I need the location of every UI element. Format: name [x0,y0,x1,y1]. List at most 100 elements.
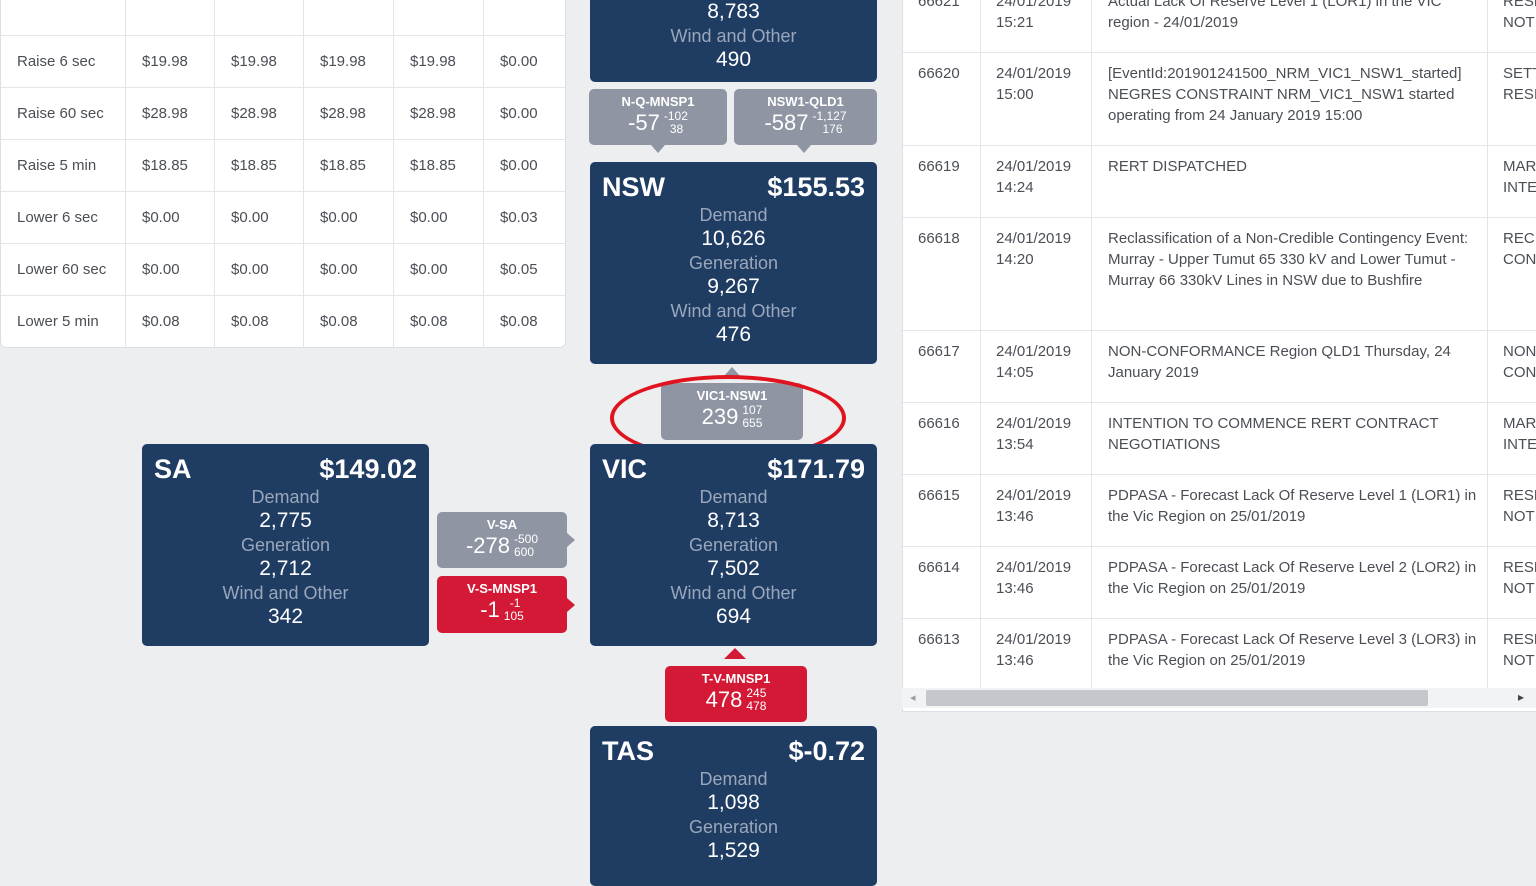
table-row[interactable]: 66619 24/01/2019 14:24 RERT DISPATCHED MA… [903,146,1536,218]
price-cell: $0.08 [500,313,538,330]
interconnector-upper-limit: -1,127 [812,109,847,123]
notice-datetime: 24/01/2019 14:05 [981,331,1092,402]
interconnector-t-v-mnsp1[interactable]: T-V-MNSP1 478 245 478 [665,666,807,722]
generation-label: Generation [240,535,331,555]
notice-id: 66619 [903,146,981,217]
notice-type-line: RESE [1503,0,1536,10]
horizontal-scrollbar[interactable]: ◂ ▸ [902,688,1536,708]
demand-label: Demand [699,487,768,507]
region-sa[interactable]: SA $149.02 Demand 2,775 Generation 2,712… [142,444,429,646]
price-cell: $19.98 [215,36,304,87]
table-row[interactable]: 66620 24/01/2019 15:00 [EventId:201901241… [903,53,1536,146]
notice-text[interactable]: RERT DISPATCHED [1092,146,1488,217]
notice-text[interactable]: NON-CONFORMANCE Region QLD1 Thursday, 24… [1092,331,1488,402]
notice-type-line: RESI [1503,86,1536,103]
demand-value: 8,713 [707,509,760,532]
interconnector-flow: -57 [628,110,660,135]
flow-arrow-down-icon [797,145,811,153]
scrollbar-thumb[interactable] [926,690,1428,706]
interconnector-lower-limit: 176 [822,122,843,136]
price-cell: $18.85 [215,140,304,191]
notice-date: 24/01/2019 [996,158,1072,175]
table-row[interactable]: 66615 24/01/2019 13:46 PDPASA - Forecast … [903,475,1536,547]
region-nsw[interactable]: NSW $155.53 Demand 10,626 Generation 9,2… [590,162,877,364]
notice-text[interactable]: PDPASA - Forecast Lack Of Reserve Level … [1092,547,1488,618]
region-vic[interactable]: VIC $171.79 Demand 8,713 Generation 7,50… [590,444,877,646]
qld-wind-value: 490 [715,48,752,71]
region-price: $149.02 [319,454,417,484]
notice-time: 14:24 [996,179,1034,196]
interconnector-name: NSW1-QLD1 [767,94,844,109]
table-row: Lower 60 sec $0.00 $0.00 $0.00 $0.00 $0.… [1,244,565,296]
interconnector-v-sa[interactable]: V-SA -278 -500 600 [437,512,567,568]
table-row[interactable]: 66617 24/01/2019 14:05 NON-CONFORMANCE Re… [903,331,1536,403]
price-cell: $0.00 [126,192,215,243]
notice-date: 24/01/2019 [996,415,1072,432]
notice-date: 24/01/2019 [996,0,1072,10]
notice-type-line: RESE [1503,487,1536,504]
notice-text[interactable]: INTENTION TO COMMENCE RERT CONTRACT NEGO… [1092,403,1488,474]
notice-text[interactable]: [EventId:201901241500_NRM_VIC1_NSW1_star… [1092,53,1488,145]
notice-type-line: SETT [1503,65,1536,82]
price-cell [304,0,394,35]
price-cell: $0.08 [304,296,394,347]
interconnector-name: N-Q-MNSP1 [621,94,695,109]
fcas-price-table: Raise 6 sec $19.98 $19.98 $19.98 $19.98 … [0,0,566,348]
price-cell [215,0,304,35]
price-cell: $19.98 [304,36,394,87]
region-price: $155.53 [767,172,865,202]
demand-label: Demand [699,205,768,225]
wind-other-label: Wind and Other [670,301,797,321]
region-name: SA [154,454,192,484]
flow-arrow-up-icon [724,367,740,376]
notice-datetime: 24/01/2019 13:46 [981,475,1092,546]
notice-text[interactable]: Actual Lack Of Reserve Level 1 (LOR1) in… [1092,0,1488,52]
table-row [1,0,565,36]
notice-date: 24/01/2019 [996,65,1072,82]
region-tas[interactable]: TAS $-0.72 Demand 1,098 Generation 1,529 [590,726,877,886]
row-label: Raise 6 sec [1,36,126,87]
notice-type-line: RESE [1503,559,1536,576]
table-row[interactable]: 66613 24/01/2019 13:46 PDPASA - Forecast … [903,619,1536,689]
interconnector-n-q-mnsp1[interactable]: N-Q-MNSP1 -57 -102 38 [589,89,727,145]
row-label: Raise 60 sec [1,88,126,139]
notice-type-line: CON [1503,364,1536,381]
interconnector-nsw1-qld1[interactable]: NSW1-QLD1 -587 -1,127 176 [734,89,877,145]
generation-value: 9,267 [707,275,760,298]
region-qld[interactable]: 8,783 Wind and Other 490 [590,0,877,82]
notice-datetime: 24/01/2019 15:00 [981,53,1092,145]
table-row[interactable]: 66616 24/01/2019 13:54 INTENTION TO COMME… [903,403,1536,475]
notice-text[interactable]: PDPASA - Forecast Lack Of Reserve Level … [1092,475,1488,546]
notice-time: 15:00 [996,86,1034,103]
price-cell: $0.08 [126,296,215,347]
notice-text[interactable]: PDPASA - Forecast Lack Of Reserve Level … [1092,619,1488,689]
demand-value: 2,775 [259,509,312,532]
interconnector-flow: -278 [465,533,510,558]
price-cell: $19.98 [394,36,484,87]
wind-other-value: 694 [715,605,752,628]
notice-id: 66613 [903,619,981,689]
notice-type-line: NOTI [1503,580,1536,597]
table-row[interactable]: 66614 24/01/2019 13:46 PDPASA - Forecast … [903,547,1536,619]
notice-type: RESE NOTI [1488,0,1536,52]
table-row[interactable]: 66618 24/01/2019 14:20 Reclassification o… [903,218,1536,331]
price-cell: $0.08 [215,296,304,347]
wind-other-value: 342 [267,605,304,628]
price-cell: $0.00 [394,244,484,295]
table-row: Lower 6 sec $0.00 $0.00 $0.00 $0.00 $0.0… [1,192,565,244]
notice-type-line: NON [1503,343,1536,360]
notice-text[interactable]: Reclassification of a Non-Credible Conti… [1092,218,1488,330]
price-cell: $28.98 [215,88,304,139]
notice-type-line: RESE [1503,631,1536,648]
price-cell: $0.05 [500,261,538,278]
notice-type: RESE NOTI [1488,547,1536,618]
price-cell: $0.00 [304,244,394,295]
generation-label: Generation [688,253,779,273]
interconnector-v-s-mnsp1[interactable]: V-S-MNSP1 -1 -1 105 [437,576,567,633]
interconnector-upper-limit: -102 [663,109,688,123]
row-label [1,0,126,35]
scroll-right-icon[interactable]: ▸ [1518,690,1525,704]
table-row[interactable]: 66621 24/01/2019 15:21 Actual Lack Of Res… [903,0,1536,53]
demand-label: Demand [699,769,768,789]
scroll-left-icon[interactable]: ◂ [910,692,916,704]
